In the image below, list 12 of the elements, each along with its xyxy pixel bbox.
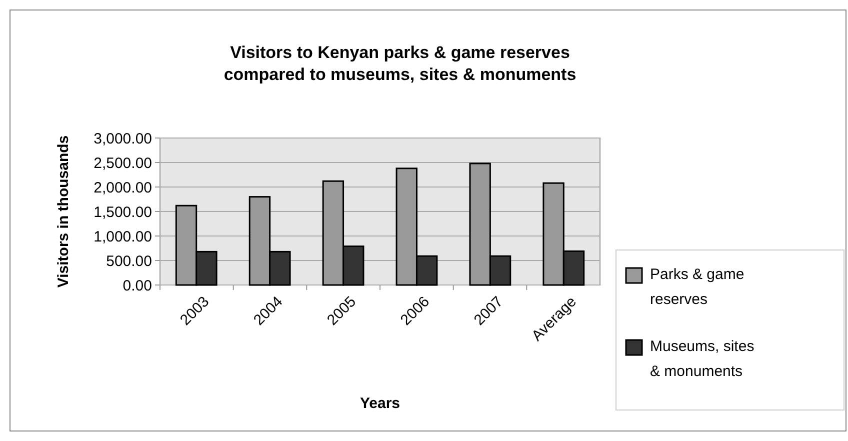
y-tick-label: 2,500.00 — [94, 154, 152, 172]
y-tick-label: 1,000.00 — [94, 228, 152, 246]
x-axis-title: Years — [360, 395, 400, 412]
y-tick-label: 2,000.00 — [94, 179, 152, 196]
y-axis-title: Visitors in thousands — [55, 135, 72, 288]
legend-label: Parks & game reserves — [650, 266, 744, 308]
legend-label: Museums, sites & monuments — [650, 338, 754, 380]
chart-title: Visitors to Kenyan parks & game reserves compared to museums, sites & monuments — [224, 43, 576, 84]
y-tick-label: 1,500.00 — [94, 204, 152, 221]
y-tick-label: 3,000.00 — [94, 130, 152, 148]
y-tick-label: 500.00 — [106, 252, 152, 270]
y-tick-label: 0.00 — [122, 277, 152, 294]
